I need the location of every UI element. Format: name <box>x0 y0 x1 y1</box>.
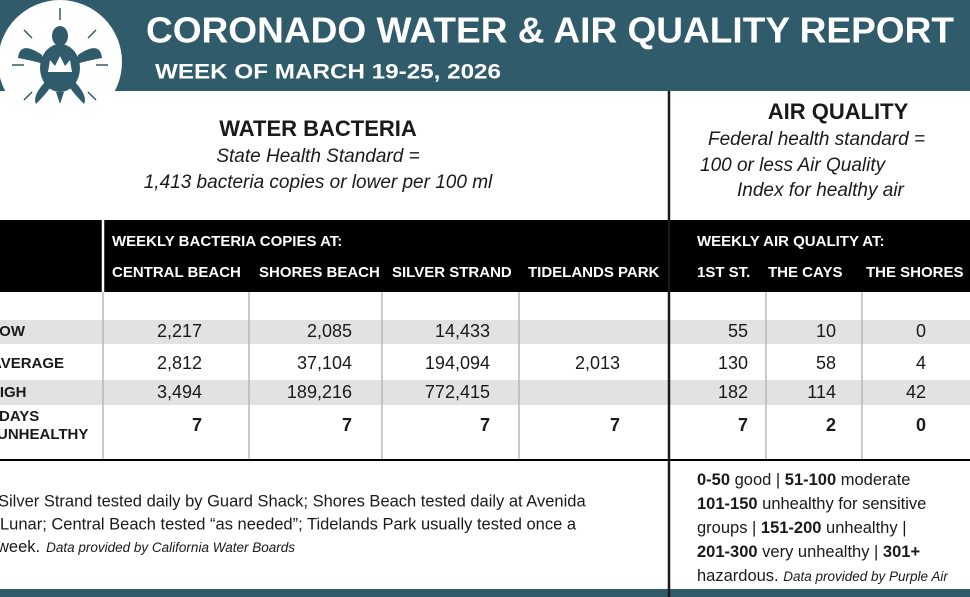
water-note: week. Data provided by California Water B… <box>0 538 295 556</box>
cell: 14,433 <box>435 321 490 341</box>
row-label: HIGH <box>0 384 27 401</box>
footer-band <box>0 589 970 597</box>
cell: 772,415 <box>425 382 490 402</box>
cell: 7 <box>610 415 620 435</box>
column-header: 1ST ST. <box>697 264 750 281</box>
label: unhealthy | <box>821 519 906 537</box>
range: 51-100 <box>785 471 836 489</box>
band-title: WEEKLY AIR QUALITY AT: <box>697 233 885 250</box>
cell: 2,217 <box>157 321 202 341</box>
label: very unhealthy | <box>758 543 883 561</box>
row-label: DAYS <box>0 408 39 425</box>
label: moderate <box>836 471 910 489</box>
row-label: AVERAGE <box>0 355 64 372</box>
water-standard: 1,413 bacteria copies or lower per 100 m… <box>144 172 493 193</box>
cell: 7 <box>738 415 748 435</box>
column-header: SHORES BEACH <box>259 264 380 281</box>
cell: 7 <box>342 415 352 435</box>
water-heading: WATER BACTERIA <box>219 116 417 141</box>
column-header: TIDELANDS PARK <box>528 264 660 281</box>
cell: 0 <box>916 415 926 435</box>
cell: 37,104 <box>297 353 352 373</box>
range: 0-50 <box>697 471 730 489</box>
water-note: week. <box>0 538 40 556</box>
column-lines <box>102 292 863 460</box>
range: 301+ <box>883 543 920 561</box>
label: good | <box>730 471 785 489</box>
header-band <box>0 0 970 91</box>
row-shade <box>0 320 970 344</box>
subtitle: WEEK OF MARCH 19-25, 2026 <box>155 61 501 84</box>
cell: 189,216 <box>287 382 352 402</box>
column-header: CENTRAL BEACH <box>112 264 241 281</box>
band-title: WEEKLY BACTERIA COPIES AT: <box>112 233 342 250</box>
title: CORONADO WATER & AIR QUALITY REPORT <box>146 10 954 51</box>
cell: 130 <box>718 353 748 373</box>
cell: 7 <box>192 415 202 435</box>
cell: 3,494 <box>157 382 202 402</box>
air-standard: Federal health standard = <box>708 129 925 150</box>
column-header: SILVER STRAND <box>392 264 512 281</box>
range: 101-150 <box>697 495 758 513</box>
cell: 2,013 <box>575 353 620 373</box>
air-scale: 101-150 unhealthy for sensitive <box>697 495 926 513</box>
logo <box>0 0 122 124</box>
column-header: THE SHORES <box>866 264 964 281</box>
water-note: Silver Strand tested daily by Guard Shac… <box>0 492 586 510</box>
column-header: THE CAYS <box>768 264 842 281</box>
cell: 2 <box>826 415 836 435</box>
cell: 114 <box>807 382 836 402</box>
cell: 194,094 <box>425 353 490 373</box>
cell: 0 <box>916 321 926 341</box>
cell: 58 <box>816 353 836 373</box>
cell: 4 <box>916 353 926 373</box>
cell: 10 <box>816 321 836 341</box>
cell: 55 <box>728 321 748 341</box>
label: unhealthy for sensitive <box>758 495 927 513</box>
air-heading: AIR QUALITY <box>768 99 909 124</box>
range: 151-200 <box>761 519 822 537</box>
label: hazardous. <box>697 567 783 585</box>
cell: 2,085 <box>307 321 352 341</box>
water-note: Lunar; Central Beach tested “as needed”;… <box>0 515 577 533</box>
air-scale: 0-50 good | 51-100 moderate <box>697 471 910 489</box>
source: Data provided by Purple Air <box>783 569 948 584</box>
range: 201-300 <box>697 543 758 561</box>
air-scale: 201-300 very unhealthy | 301+ <box>697 543 920 561</box>
cell: 42 <box>906 382 926 402</box>
cell: 182 <box>718 382 748 402</box>
water-standard: State Health Standard = <box>216 146 419 167</box>
row-label: UNHEALTHY <box>0 426 88 443</box>
air-standard: Index for healthy air <box>737 180 905 201</box>
column-band <box>0 220 970 292</box>
row-shade <box>0 380 970 405</box>
cell: 2,812 <box>157 353 202 373</box>
cell: 7 <box>480 415 490 435</box>
source: Data provided by California Water Boards <box>46 540 295 555</box>
air-scale: groups | 151-200 unhealthy | <box>697 519 906 537</box>
row-label: LOW <box>0 323 26 340</box>
label: groups | <box>697 519 761 537</box>
air-standard: 100 or less Air Quality <box>700 155 887 176</box>
air-scale: hazardous. Data provided by Purple Air <box>697 567 948 585</box>
